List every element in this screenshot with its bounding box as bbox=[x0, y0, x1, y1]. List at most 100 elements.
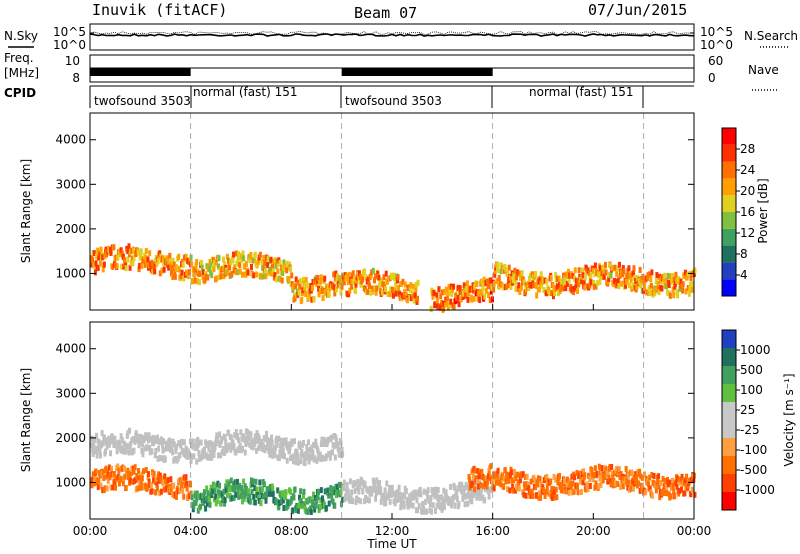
data-cell bbox=[228, 486, 232, 493]
data-cell bbox=[152, 477, 156, 484]
data-cell bbox=[253, 485, 257, 492]
data-cell bbox=[483, 293, 487, 300]
data-cell bbox=[593, 484, 597, 491]
data-cell bbox=[583, 274, 587, 281]
data-cell bbox=[292, 494, 296, 501]
data-cell bbox=[658, 273, 662, 280]
data-cell bbox=[405, 500, 409, 507]
data-cell bbox=[131, 478, 135, 485]
data-cell bbox=[514, 285, 518, 292]
data-cell bbox=[350, 283, 354, 290]
data-cell bbox=[124, 484, 128, 491]
data-cell bbox=[158, 250, 162, 257]
colorbar-cell bbox=[722, 262, 736, 280]
data-cell bbox=[267, 490, 271, 497]
data-cell bbox=[293, 295, 297, 302]
data-cell bbox=[208, 495, 212, 502]
data-cell bbox=[531, 492, 535, 499]
data-cell bbox=[477, 486, 481, 493]
colorbar-tick-label: 500 bbox=[740, 363, 763, 377]
data-cell bbox=[92, 480, 96, 487]
data-cell bbox=[681, 281, 685, 288]
data-cell bbox=[649, 282, 653, 289]
data-cell bbox=[683, 273, 687, 280]
data-cell bbox=[385, 480, 389, 487]
data-cell bbox=[232, 443, 236, 450]
data-cell bbox=[298, 494, 302, 501]
data-cell bbox=[437, 494, 441, 501]
data-cell bbox=[242, 496, 246, 503]
data-cell bbox=[397, 285, 401, 292]
data-cell bbox=[522, 481, 526, 488]
data-cell bbox=[208, 440, 212, 447]
data-cell bbox=[303, 501, 307, 508]
data-cell bbox=[408, 501, 412, 508]
data-cell bbox=[187, 449, 191, 456]
data-cell bbox=[626, 472, 630, 479]
data-cell bbox=[603, 473, 607, 480]
data-cell bbox=[285, 267, 289, 274]
data-cell bbox=[324, 505, 328, 512]
data-cell bbox=[587, 270, 591, 277]
data-cell bbox=[611, 265, 615, 272]
data-cell bbox=[225, 253, 229, 260]
data-cell bbox=[545, 278, 549, 285]
data-cell bbox=[158, 472, 162, 479]
x-tick-label: 04:00 bbox=[173, 524, 208, 538]
data-cell bbox=[431, 490, 435, 497]
data-cell bbox=[132, 468, 136, 475]
data-cell bbox=[359, 498, 363, 505]
data-cell bbox=[392, 490, 395, 497]
data-cell bbox=[301, 492, 305, 499]
data-cell bbox=[285, 457, 289, 464]
data-cell bbox=[609, 272, 613, 279]
data-cell bbox=[281, 448, 285, 455]
data-cell bbox=[251, 478, 255, 485]
data-cell bbox=[553, 285, 557, 292]
data-cell bbox=[167, 437, 171, 444]
data-cell bbox=[144, 466, 148, 473]
data-cell bbox=[456, 485, 460, 492]
freq-left-tick-top: 10 bbox=[65, 54, 80, 68]
data-cell bbox=[492, 485, 496, 492]
data-cell bbox=[594, 283, 598, 290]
data-cell bbox=[688, 282, 692, 289]
data-cell bbox=[618, 474, 622, 481]
data-cell bbox=[212, 266, 216, 273]
data-cell bbox=[374, 273, 378, 280]
data-cell bbox=[197, 450, 201, 457]
data-cell bbox=[93, 475, 97, 482]
data-cell bbox=[683, 490, 687, 497]
data-cell bbox=[680, 486, 684, 493]
data-cell bbox=[589, 272, 593, 279]
data-cell bbox=[319, 456, 323, 463]
data-cell bbox=[264, 273, 268, 280]
data-cell bbox=[672, 488, 676, 495]
data-cell bbox=[465, 280, 469, 287]
data-cell bbox=[304, 277, 308, 284]
data-cell bbox=[643, 471, 647, 478]
data-cell bbox=[577, 267, 581, 274]
data-cell bbox=[497, 274, 501, 281]
data-cell bbox=[496, 267, 500, 274]
data-cell bbox=[435, 292, 439, 299]
data-cell bbox=[296, 507, 300, 514]
data-cell bbox=[134, 430, 138, 437]
data-cell bbox=[672, 276, 676, 283]
data-cell bbox=[359, 273, 363, 280]
data-cell bbox=[604, 269, 608, 276]
data-cell bbox=[417, 503, 421, 510]
data-cell bbox=[211, 441, 215, 448]
data-cell bbox=[628, 282, 632, 289]
cpid-label: CPID bbox=[4, 86, 36, 100]
data-cell bbox=[187, 492, 191, 499]
data-cell bbox=[403, 281, 407, 288]
data-cell bbox=[138, 474, 142, 481]
data-cell bbox=[500, 281, 504, 288]
data-cell bbox=[252, 272, 256, 279]
data-cell bbox=[690, 476, 694, 483]
data-cell bbox=[411, 502, 415, 509]
data-cell bbox=[281, 270, 285, 277]
data-cell bbox=[687, 271, 691, 278]
data-cell bbox=[403, 492, 407, 499]
